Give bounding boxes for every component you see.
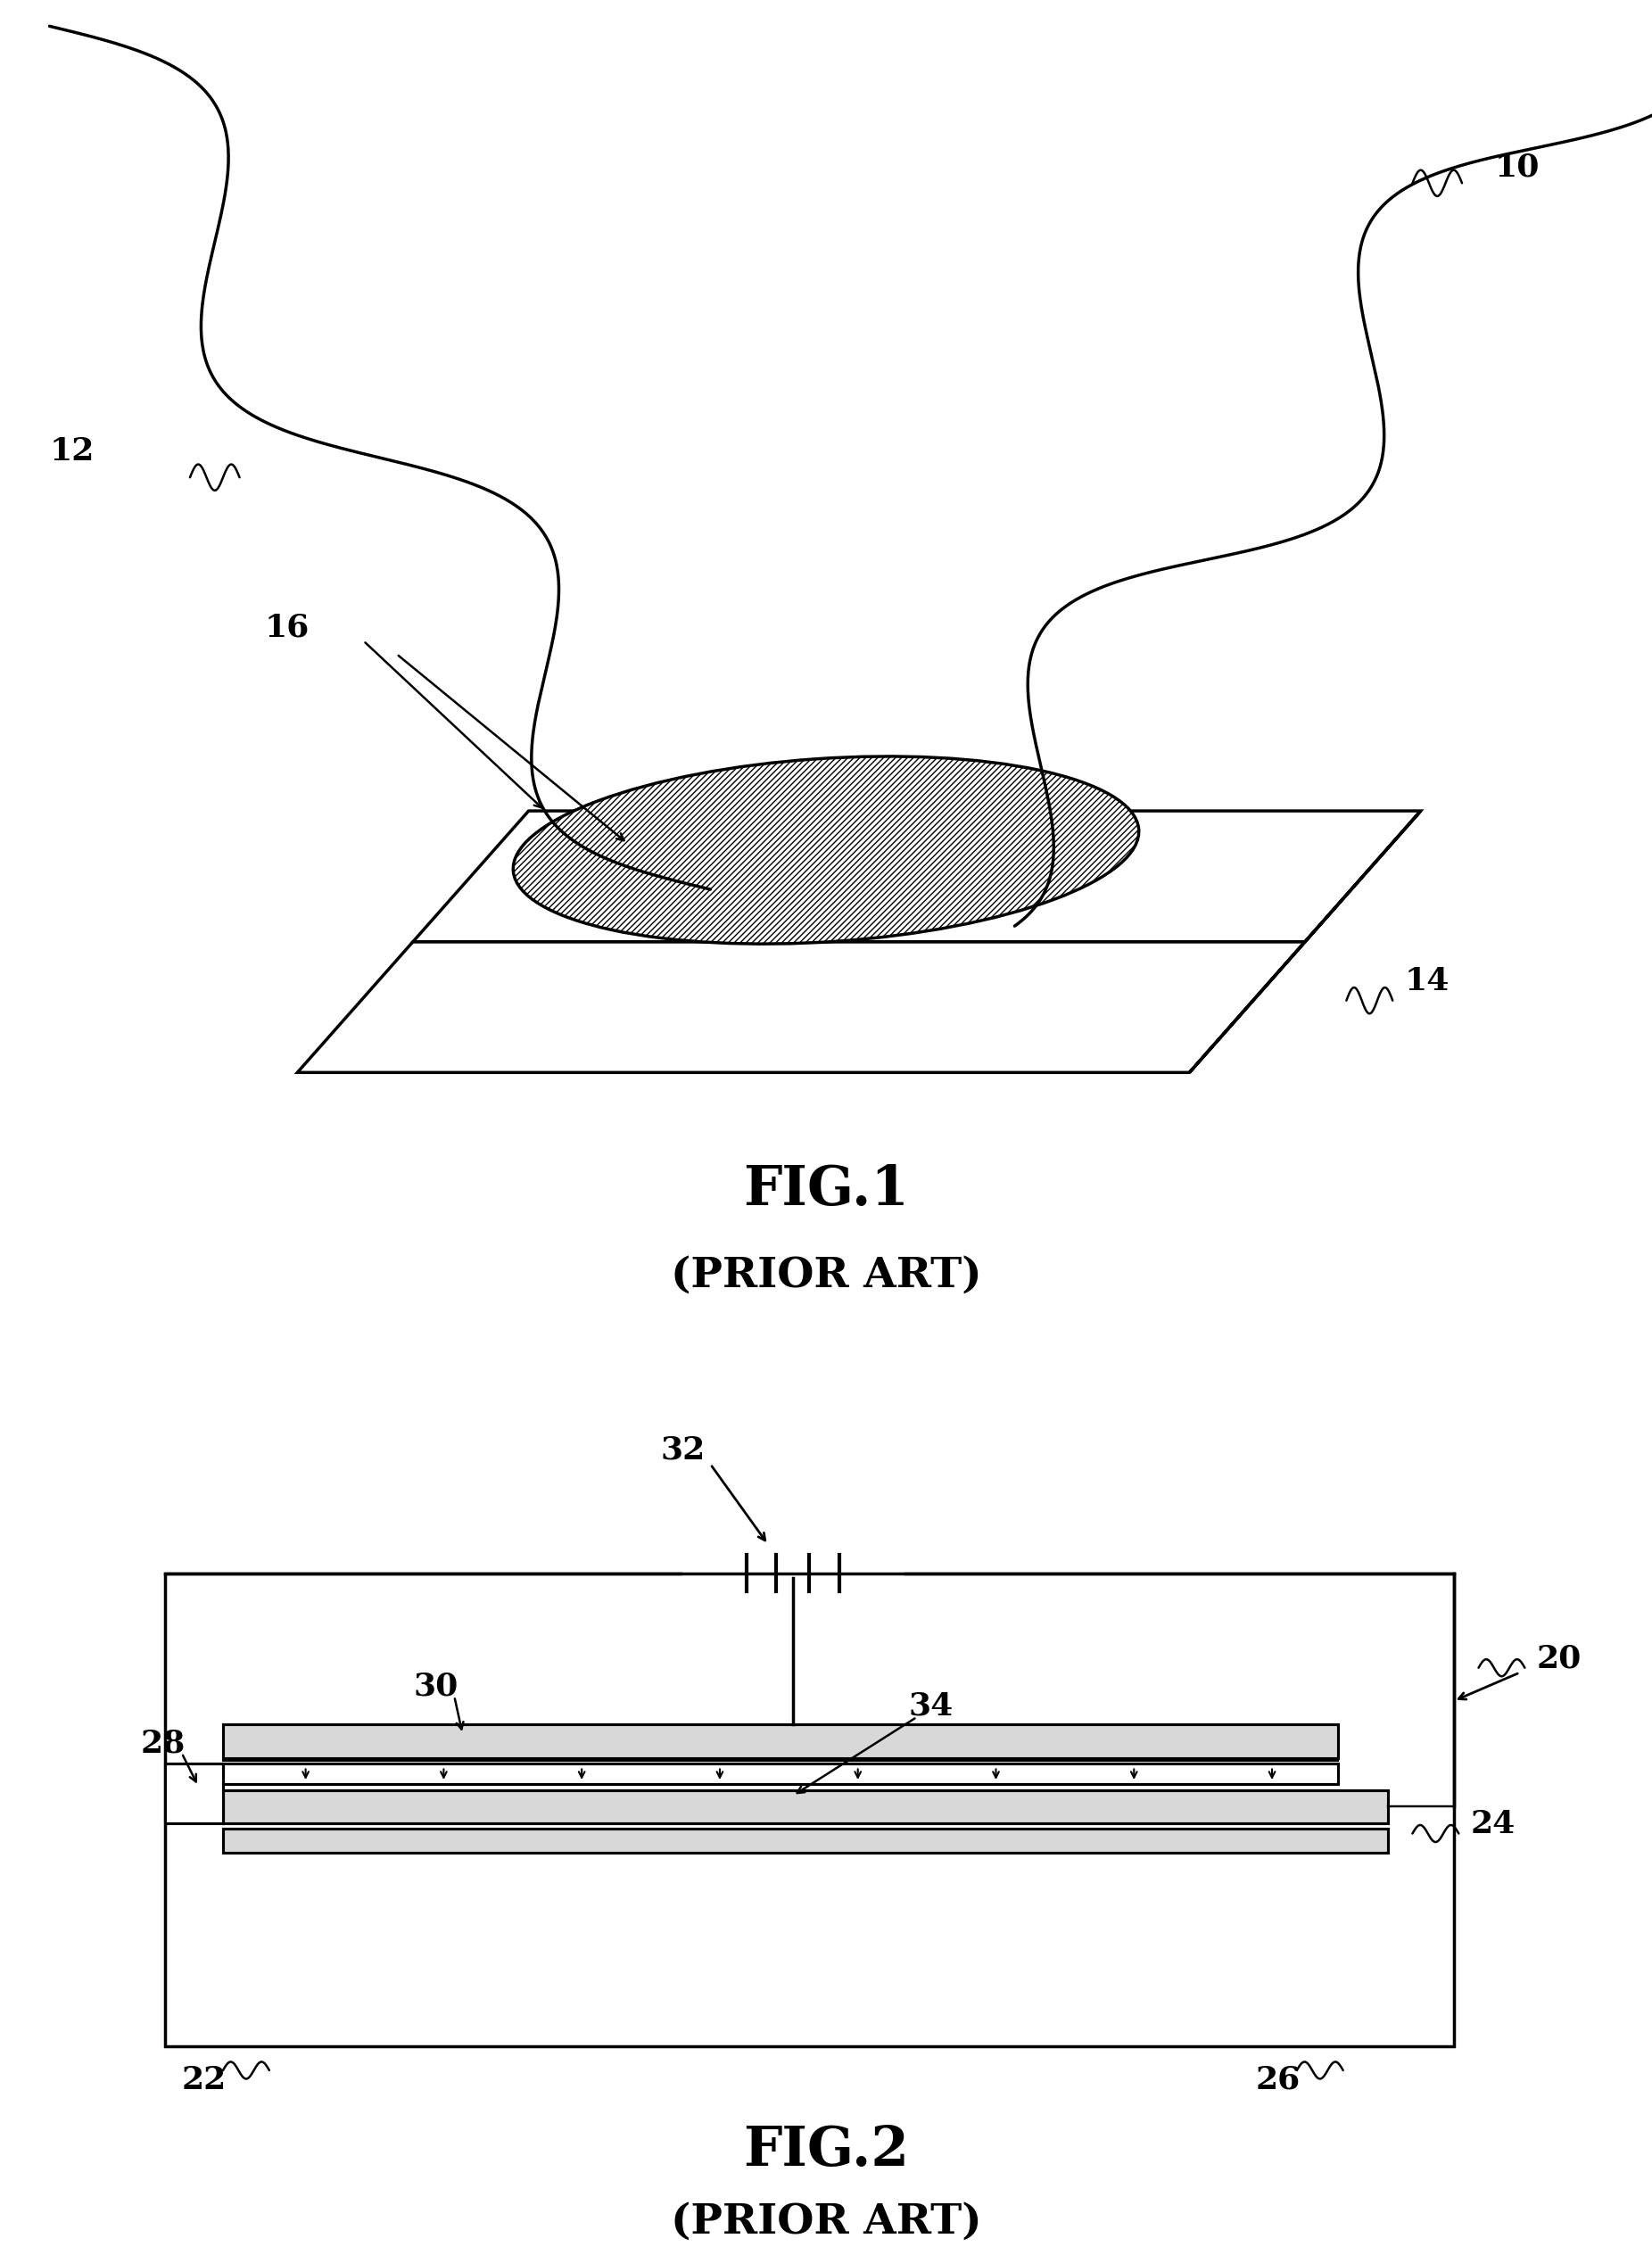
Text: 30: 30 <box>413 1671 458 1703</box>
Bar <box>223 1725 1338 1759</box>
Text: FIG.2: FIG.2 <box>743 2124 909 2178</box>
Polygon shape <box>297 943 1305 1073</box>
Text: 26: 26 <box>1256 2066 1300 2095</box>
Bar <box>223 1790 1388 1822</box>
Ellipse shape <box>514 755 1138 945</box>
Text: 12: 12 <box>50 435 94 467</box>
Text: 28: 28 <box>140 1727 185 1759</box>
Bar <box>165 1763 223 1822</box>
Text: 20: 20 <box>1536 1644 1581 1673</box>
Text: 32: 32 <box>661 1434 705 1466</box>
Polygon shape <box>1189 812 1421 1073</box>
Bar <box>223 1763 1338 1784</box>
Bar <box>223 1829 1388 1851</box>
Bar <box>165 1574 1454 2048</box>
Text: (PRIOR ART): (PRIOR ART) <box>671 2201 981 2241</box>
Text: 24: 24 <box>1470 1809 1515 1840</box>
Text: 22: 22 <box>182 2066 226 2095</box>
Text: FIG.1: FIG.1 <box>743 1164 909 1218</box>
Text: 16: 16 <box>264 613 309 643</box>
Polygon shape <box>413 812 1421 943</box>
Text: 10: 10 <box>1495 153 1540 183</box>
Text: (PRIOR ART): (PRIOR ART) <box>671 1254 981 1297</box>
Text: 14: 14 <box>1404 965 1449 997</box>
Text: 34: 34 <box>909 1691 953 1721</box>
